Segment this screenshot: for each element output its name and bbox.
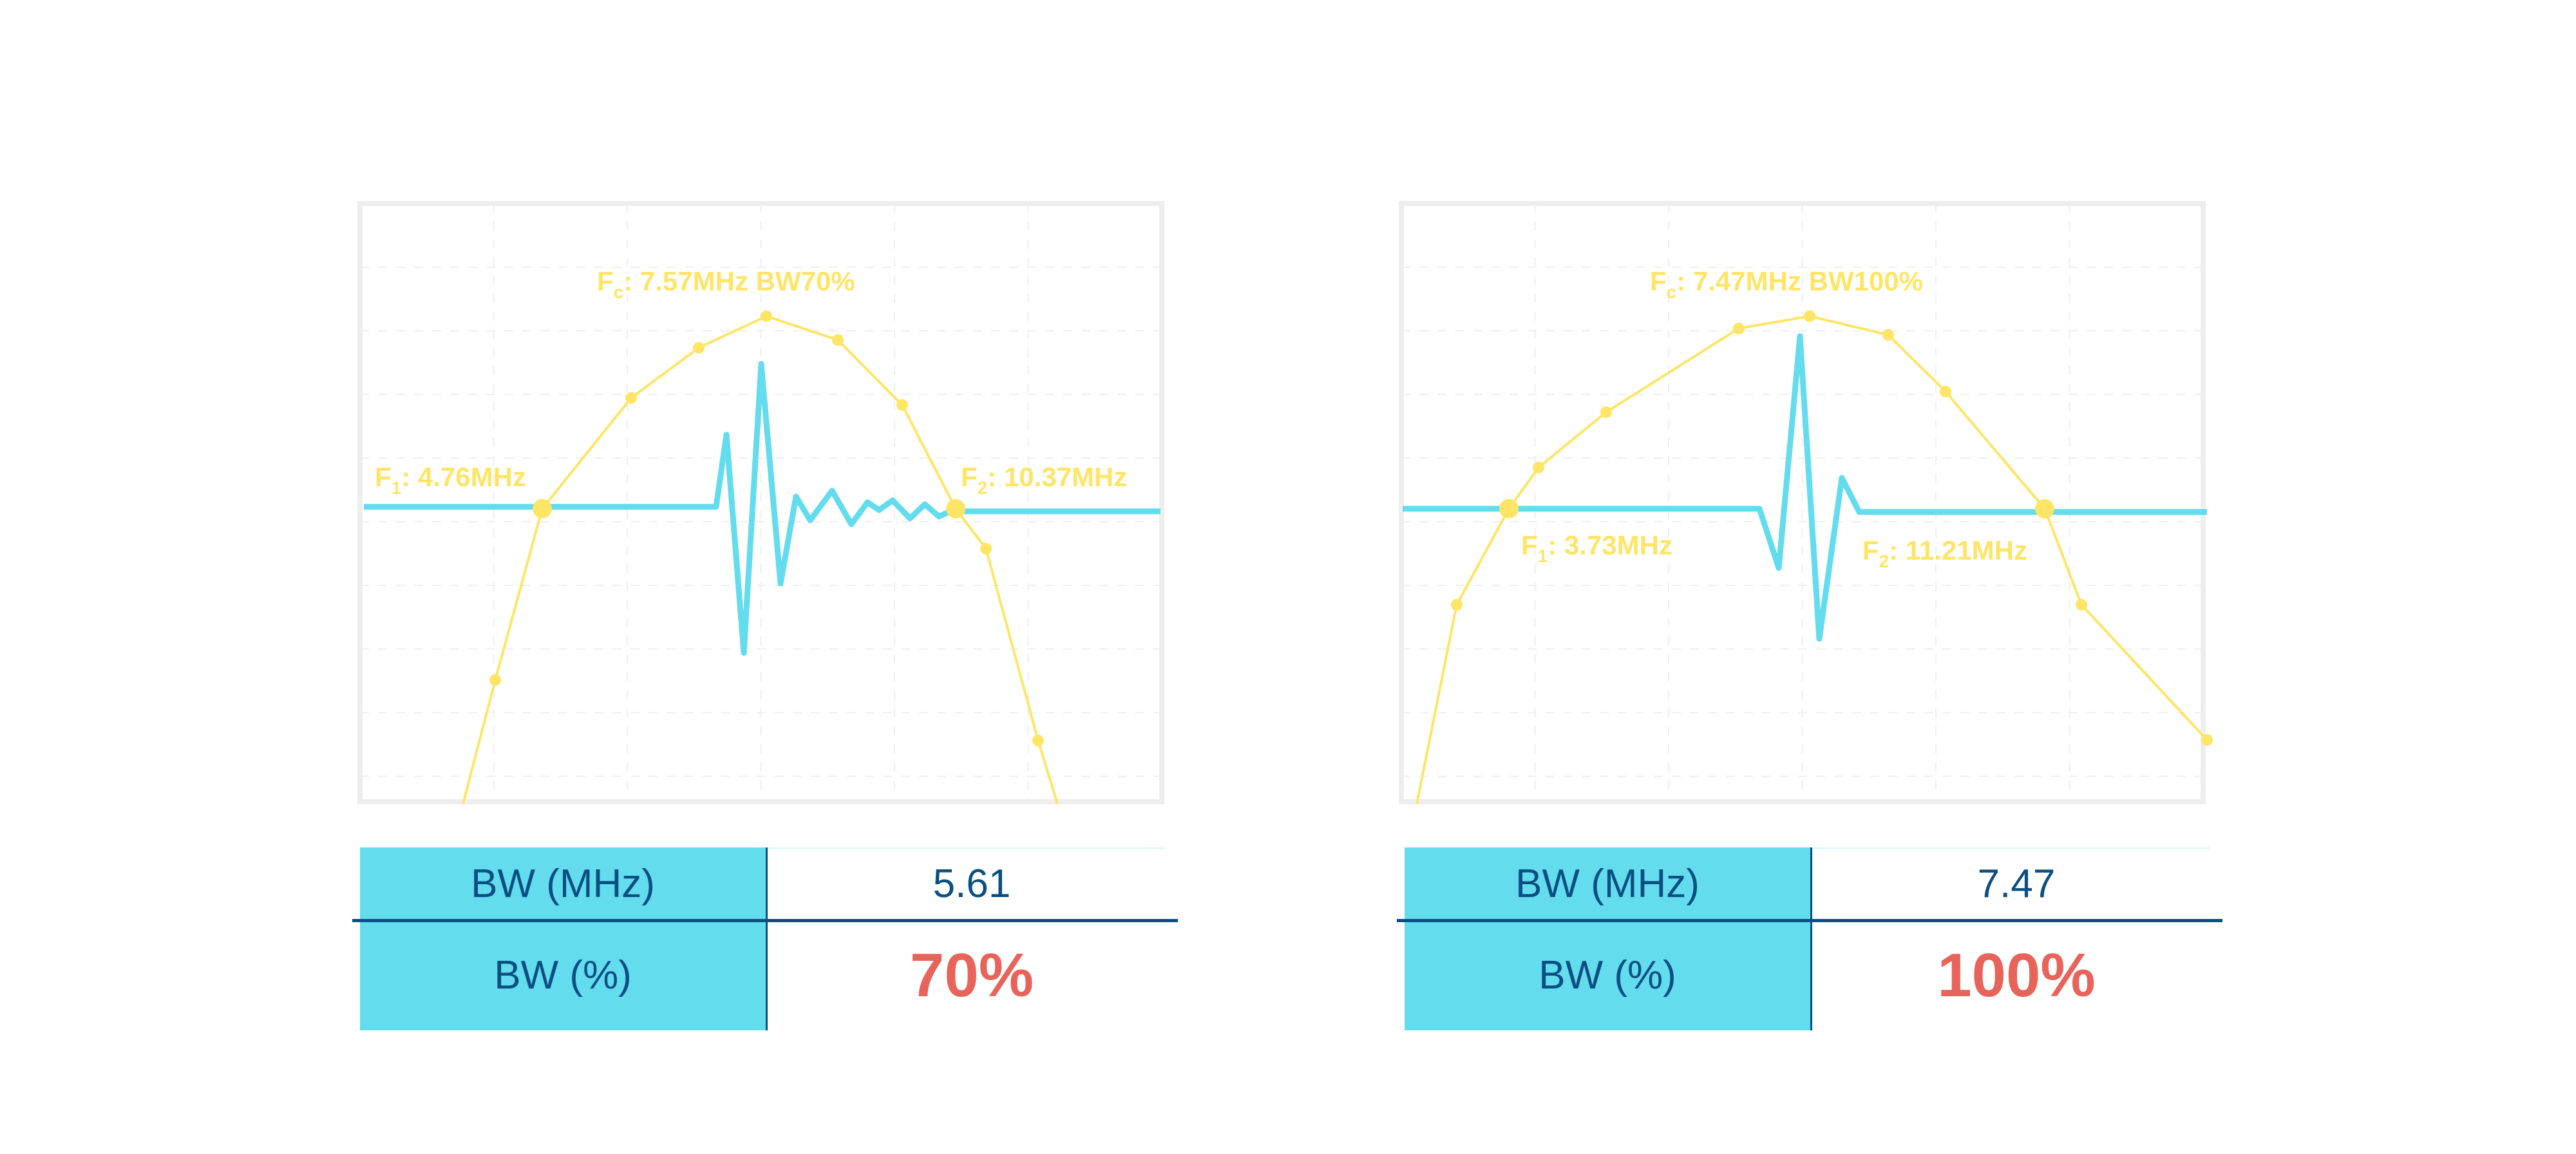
row-value-highlight: 100% <box>1937 940 2096 1010</box>
frequency-response-line <box>1416 314 2208 804</box>
response-point <box>2201 734 2213 746</box>
f1-label-left: F1: 4.76MHz <box>375 462 526 498</box>
response-point <box>693 342 705 354</box>
response-point <box>1032 735 1044 746</box>
column-divider <box>1810 847 1812 1030</box>
row-header: BW (%) <box>360 920 766 1030</box>
response-point <box>625 392 637 404</box>
row-value: 7.47 <box>1977 862 2056 906</box>
frequency-response-line <box>462 314 1059 804</box>
row-divider <box>1397 919 2222 922</box>
row-divider <box>352 919 1178 922</box>
table-row: BW (%) 100% <box>1405 920 2222 1030</box>
response-point <box>1600 406 1612 418</box>
plot-frame <box>1399 201 2206 804</box>
cutoff-marker <box>2035 499 2054 518</box>
fc-label-right: Fc: 7.47MHz BW100% <box>1650 266 1923 302</box>
response-point <box>2076 599 2087 610</box>
f2-label-right: F2: 11.21MHz <box>1862 535 2027 571</box>
response-point <box>980 543 992 554</box>
pulse-waveform-line <box>1403 333 2207 642</box>
fc-label-left: Fc: 7.57MHz BW70% <box>597 266 855 302</box>
f2-label-left: F2: 10.37MHz <box>961 462 1127 498</box>
column-divider <box>766 847 768 1030</box>
row-value-highlight: 70% <box>909 940 1034 1010</box>
bandwidth-table-left: BW (MHz) 5.61 BW (%) 70% <box>352 847 1178 1030</box>
f1-label-right: F1: 3.73MHz <box>1521 530 1672 566</box>
row-header: BW (MHz) <box>1405 847 1810 920</box>
table-row: BW (MHz) 5.61 <box>360 847 1178 920</box>
cutoff-marker <box>1499 499 1519 518</box>
pulse-waveform-line <box>364 361 1160 656</box>
chart-right <box>1399 201 2213 804</box>
row-value: 5.61 <box>933 862 1011 906</box>
table-row: BW (%) 70% <box>360 920 1178 1030</box>
cutoff-marker <box>533 499 552 518</box>
response-point <box>1804 310 1815 322</box>
response-point <box>489 674 501 686</box>
chart-left <box>357 201 1164 804</box>
response-point <box>832 334 844 346</box>
response-point <box>896 399 908 411</box>
response-point <box>1882 329 1894 341</box>
response-point <box>1940 386 1951 397</box>
plot-frame <box>357 201 1164 804</box>
row-header: BW (MHz) <box>360 847 766 920</box>
response-point <box>1733 323 1745 334</box>
bandwidth-table-right: BW (MHz) 7.47 BW (%) 100% <box>1397 847 2222 1030</box>
response-point <box>761 310 772 322</box>
table-row: BW (MHz) 7.47 <box>1405 847 2222 920</box>
cutoff-marker <box>946 499 965 518</box>
response-point <box>1533 462 1544 473</box>
response-point <box>1451 599 1463 610</box>
row-header: BW (%) <box>1405 920 1810 1030</box>
